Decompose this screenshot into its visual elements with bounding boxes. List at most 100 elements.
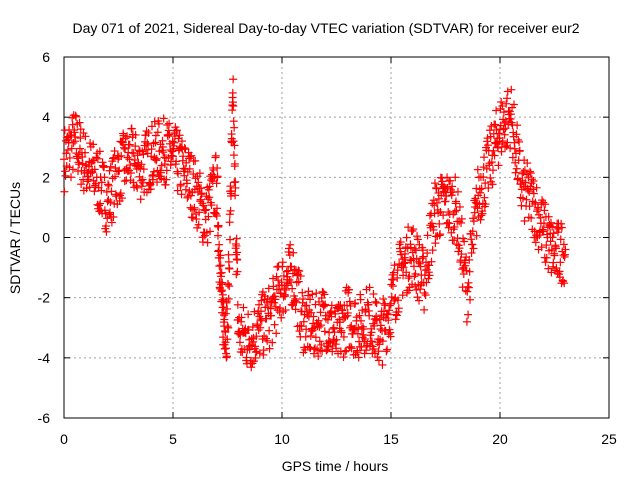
data-point-fill: [251, 348, 260, 357]
data-point-fill: [416, 262, 425, 271]
data-point-fill: [502, 99, 511, 108]
data-point-fill: [186, 152, 195, 161]
data-point-fill: [296, 272, 305, 281]
data-point-fill: [233, 248, 242, 257]
data-point-fill: [149, 167, 158, 176]
data-point-fill: [194, 220, 203, 229]
data-point-fill: [491, 120, 500, 129]
data-point-fill: [513, 121, 522, 130]
data-point-fill: [258, 287, 267, 296]
data-point-fill: [176, 180, 185, 189]
data-point-fill: [398, 291, 407, 300]
data-point-fill: [147, 122, 156, 131]
axis-ticks: 0 5 10 15 20 25 -6 -4 -2 0 2 4 6: [38, 49, 617, 447]
data-point-fill: [172, 126, 181, 135]
data-point-fill: [314, 352, 323, 361]
data-point-fill: [75, 118, 84, 127]
data-point-fill: [163, 132, 172, 141]
data-point-fill: [523, 159, 532, 168]
data-point-fill: [264, 284, 273, 293]
data-point-fill: [408, 226, 417, 235]
data-point-fill: [416, 285, 425, 294]
data-point-fill: [226, 235, 235, 244]
data-point-fill: [484, 183, 493, 192]
data-point-fill: [216, 261, 225, 270]
data-point-fill: [423, 249, 432, 258]
data-point-fill: [231, 183, 240, 192]
data-point: [332, 335, 341, 344]
data-point-fill: [430, 179, 439, 188]
data-point-fill: [229, 102, 238, 111]
data-point-fill: [291, 305, 300, 314]
data-point-fill: [226, 206, 235, 215]
data-point-fill: [392, 311, 401, 320]
data-point-fill: [215, 240, 224, 249]
data-point-fill: [213, 164, 222, 173]
data-point-fill: [487, 158, 496, 167]
data-point-fill: [314, 316, 323, 325]
data-point-fill: [415, 296, 424, 305]
data-point-fill: [308, 290, 317, 299]
data-point-fill: [223, 335, 232, 344]
data-point-fill: [525, 202, 534, 211]
data-point-fill: [196, 195, 205, 204]
data-point-fill: [394, 296, 403, 305]
data-point-fill: [229, 137, 238, 146]
data-point: [125, 155, 134, 164]
data-point-fill: [369, 290, 378, 299]
data-point-fill: [357, 342, 366, 351]
x-tick-label: 10: [274, 431, 290, 447]
data-point-fill: [510, 144, 519, 153]
data-point-fill: [406, 255, 415, 264]
data-point-fill: [147, 145, 156, 154]
data-point: [561, 245, 570, 254]
data-point-fill: [230, 141, 239, 150]
data-point-fill: [532, 183, 541, 192]
data-point-fill: [501, 143, 510, 152]
data-point-fill: [192, 215, 201, 224]
data-point-fill: [529, 189, 538, 198]
data-point-fill: [218, 278, 227, 287]
data-point-fill: [504, 120, 513, 129]
data-point-fill: [223, 304, 232, 313]
data-point-fill: [161, 180, 170, 189]
data-point-fill: [387, 280, 396, 289]
data-point-fill: [520, 216, 529, 225]
data-point-fill: [181, 185, 190, 194]
data-point: [299, 317, 308, 326]
data-point-fill: [61, 171, 70, 180]
data-point-fill: [311, 333, 320, 342]
data-point-fill: [195, 169, 204, 178]
data-point-fill: [321, 314, 330, 323]
data-point-fill: [432, 198, 441, 207]
data-point-fill: [503, 138, 512, 147]
data-point-fill: [393, 266, 402, 275]
data-point-fill: [467, 248, 476, 257]
data-point-fill: [100, 206, 109, 215]
data-point-fill: [541, 200, 550, 209]
data-point-fill: [279, 292, 288, 301]
data-point-fill: [187, 151, 196, 160]
data-point-fill: [84, 175, 93, 184]
data-point-fill: [225, 218, 234, 227]
data-point-fill: [120, 177, 129, 186]
data-point-fill: [294, 266, 303, 275]
data-point-fill: [149, 139, 158, 148]
data-point: [365, 311, 374, 320]
data-point-fill: [529, 177, 538, 186]
data-point-fill: [469, 217, 478, 226]
data-point-fill: [233, 255, 242, 264]
data-point-fill: [559, 240, 568, 249]
data-point-fill: [513, 174, 522, 183]
data-point-fill: [525, 167, 534, 176]
data-point-fill: [542, 241, 551, 250]
data-point-fill: [164, 126, 173, 135]
data-point-fill: [483, 141, 492, 150]
data-point-fill: [302, 325, 311, 334]
data-point-fill: [464, 310, 473, 319]
data-point-fill: [436, 230, 445, 239]
data-point-fill: [497, 147, 506, 156]
y-tick-label: 2: [42, 169, 50, 185]
data-point-fill: [71, 132, 80, 141]
data-point-fill: [268, 338, 277, 347]
